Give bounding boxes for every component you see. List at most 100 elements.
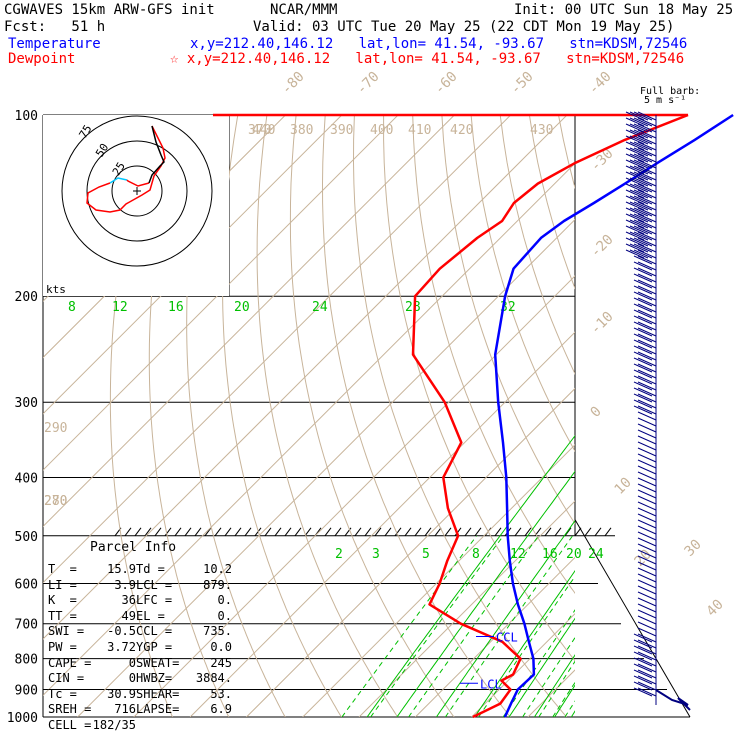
wind-barb bbox=[637, 453, 657, 463]
wind-barb bbox=[633, 363, 653, 373]
wind-barb bbox=[629, 237, 649, 247]
init-time: Init: 00 UTC Sun 18 May 25 bbox=[514, 2, 734, 18]
mixing-ratio-label: 20 bbox=[566, 547, 582, 562]
wind-barb bbox=[629, 195, 649, 205]
parcel-value: 3.72 bbox=[107, 640, 136, 654]
dry-adiabat bbox=[321, 115, 511, 717]
wind-barb bbox=[637, 639, 657, 649]
theta-label: 370 bbox=[248, 123, 271, 138]
parcel-value: 0 bbox=[128, 671, 136, 686]
parcel-info-title: Parcel Info bbox=[90, 540, 177, 555]
hodograph-units: kts bbox=[46, 283, 66, 296]
parcel-key: LFC = bbox=[136, 593, 173, 608]
wind-barb bbox=[633, 297, 653, 307]
hatch-mark bbox=[354, 527, 362, 537]
wind-barb bbox=[637, 579, 657, 589]
wind-barb bbox=[637, 543, 657, 553]
parcel-value: 3.9 bbox=[114, 577, 136, 592]
hatch-mark bbox=[204, 527, 212, 537]
hatch-mark bbox=[434, 527, 442, 537]
wind-barb bbox=[633, 339, 653, 349]
wind-barb bbox=[637, 549, 657, 559]
parcel-row: LI = 3.9LCL = 879. bbox=[48, 578, 232, 592]
hatch-mark bbox=[384, 527, 392, 537]
wind-barb bbox=[637, 129, 657, 139]
parcel-value: 716 bbox=[114, 702, 136, 717]
wind-barb bbox=[637, 213, 657, 223]
wind-barb bbox=[637, 189, 657, 199]
mixing-ratio-label: 16 bbox=[542, 547, 558, 562]
wind-barb bbox=[625, 225, 645, 235]
wind-barb bbox=[633, 237, 653, 247]
isotherm-line bbox=[471, 612, 575, 717]
wind-barb bbox=[637, 135, 657, 145]
wind-barb bbox=[637, 675, 657, 685]
wind-barb bbox=[633, 333, 653, 343]
wind-barb bbox=[637, 507, 657, 517]
wind-barb bbox=[637, 183, 657, 193]
mixing-ratio-line bbox=[366, 434, 575, 717]
parcel-key: LCL = bbox=[136, 577, 173, 592]
parcel-value: 0 bbox=[128, 655, 136, 670]
wind-barb bbox=[629, 111, 649, 121]
parcel-value: 3884. bbox=[195, 671, 232, 686]
wind-barb bbox=[637, 483, 657, 493]
wind-barb bbox=[633, 189, 653, 199]
isotherm-label-text: 0 bbox=[588, 404, 605, 421]
isotherm-line bbox=[43, 115, 568, 640]
wind-barb bbox=[637, 219, 657, 229]
parcel-row: CELL =182/35 bbox=[48, 718, 232, 732]
isotherm-label-text: -80 bbox=[279, 69, 308, 98]
hodograph-ring-label-text: 25 bbox=[110, 160, 128, 178]
dry-adiabat bbox=[528, 115, 575, 290]
isotherm-label-text: 30 bbox=[682, 537, 705, 560]
mixing-ratio-label: 16 bbox=[168, 300, 184, 315]
mixing-ratio-label: 28 bbox=[405, 300, 421, 315]
wind-barb bbox=[637, 177, 657, 187]
hodograph-trace-low bbox=[109, 177, 128, 184]
hatch-mark bbox=[194, 527, 202, 537]
hatch-mark bbox=[154, 527, 162, 537]
wind-barb bbox=[633, 669, 653, 679]
mixing-ratio-label: 5 bbox=[422, 547, 430, 562]
wind-barb bbox=[637, 315, 657, 325]
hatch-mark bbox=[394, 527, 402, 537]
wind-barb bbox=[629, 135, 649, 145]
mixing-ratio-label: 3 bbox=[372, 547, 380, 562]
wind-barb bbox=[637, 531, 657, 541]
isotherm-label: -50 bbox=[508, 69, 537, 98]
isotherm-label: -80 bbox=[279, 69, 308, 98]
isotherm-line bbox=[697, 115, 740, 717]
hatch-mark bbox=[304, 527, 312, 537]
pressure-label: 900 bbox=[15, 683, 38, 698]
wind-barb bbox=[633, 345, 653, 355]
parcel-key: LI = bbox=[48, 577, 77, 592]
wind-barb bbox=[633, 681, 653, 691]
wind-barb bbox=[625, 123, 645, 133]
wind-barb bbox=[637, 459, 657, 469]
parcel-row: SREH = 716LAPSE= 6.9 bbox=[48, 702, 232, 716]
wind-barb bbox=[637, 519, 657, 529]
wind-barb bbox=[633, 645, 653, 655]
wind-barb bbox=[633, 231, 653, 241]
wind-barb bbox=[625, 135, 645, 145]
isotherm-label-text: -60 bbox=[432, 69, 461, 98]
hatch-mark bbox=[174, 527, 182, 537]
hatch-mark bbox=[324, 527, 332, 537]
parcel-value: 15.9 bbox=[107, 562, 136, 576]
wind-barb bbox=[637, 267, 657, 277]
wind-barb bbox=[633, 393, 653, 403]
wind-barb bbox=[633, 309, 653, 319]
wind-barb bbox=[637, 411, 657, 421]
wind-barb bbox=[633, 201, 653, 211]
temperature-location: x,y=212.40,146.12 lat,lon= 41.54, -93.67… bbox=[190, 36, 688, 52]
wind-barb bbox=[637, 441, 657, 451]
mixing-ratio-line bbox=[508, 617, 575, 717]
wind-barb bbox=[625, 243, 645, 253]
wind-barb bbox=[629, 165, 649, 175]
wind-barb-surface bbox=[655, 689, 691, 711]
wind-barb bbox=[633, 633, 653, 643]
wind-barb bbox=[625, 189, 645, 199]
pressure-label: 700 bbox=[15, 618, 38, 633]
wind-barb bbox=[625, 213, 645, 223]
